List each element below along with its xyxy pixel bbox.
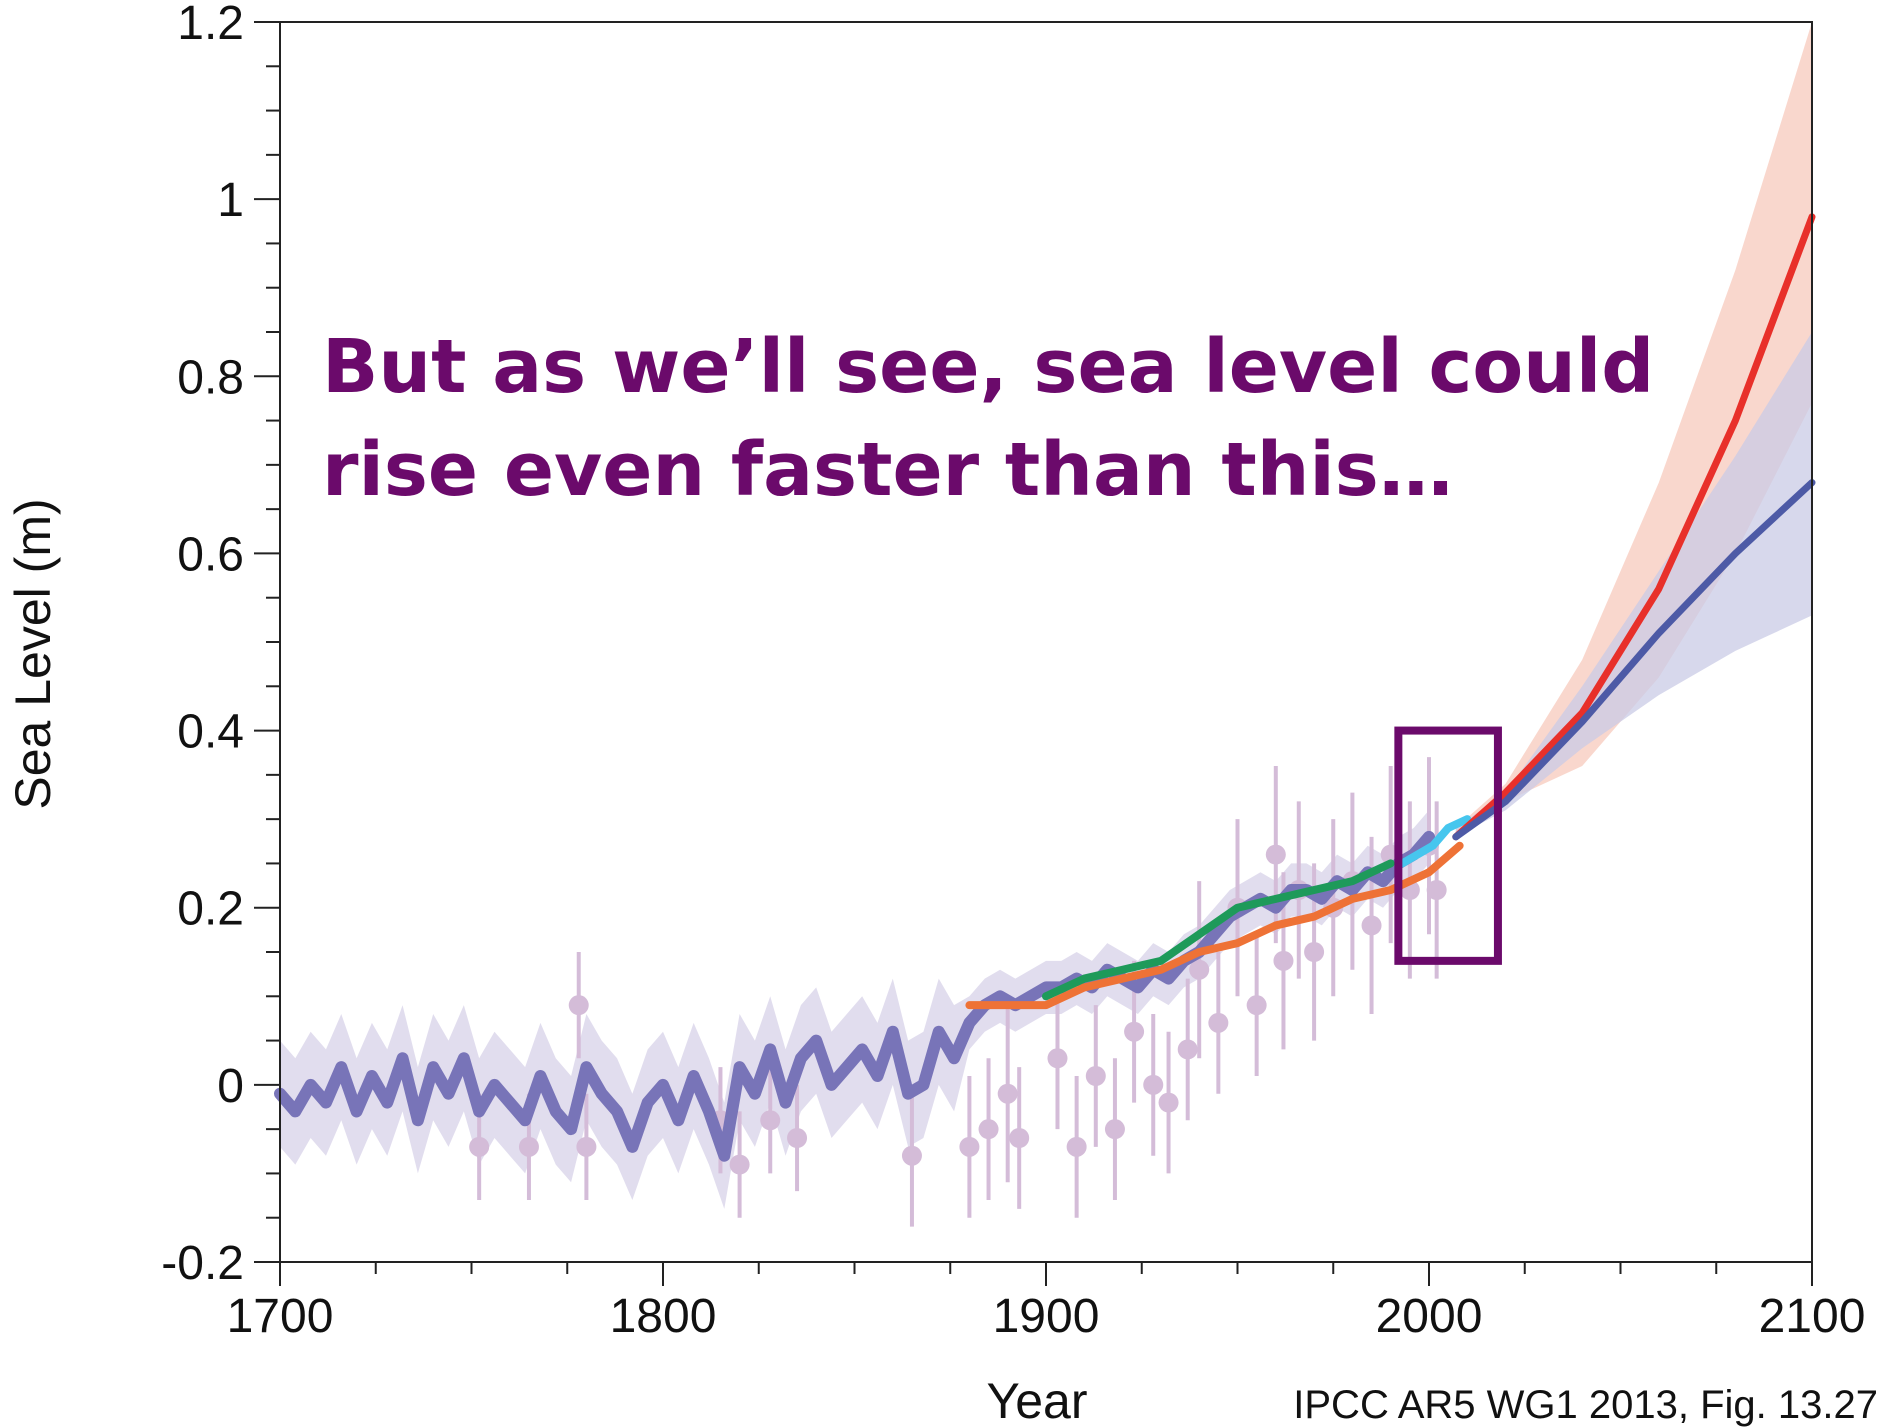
proxy-point <box>1189 959 1210 980</box>
proxy-point <box>1361 915 1382 936</box>
proxy-point <box>469 1136 490 1157</box>
y-tick-label: 1 <box>217 174 244 227</box>
proxy-point <box>1273 950 1294 971</box>
y-tick-label: 0.6 <box>177 528 244 581</box>
x-tick-label: 1900 <box>993 1290 1100 1343</box>
y-tick-label: 0.8 <box>177 351 244 404</box>
proxy-point <box>1304 942 1325 962</box>
projection-bands <box>280 22 1812 1209</box>
series-green <box>1042 859 1395 1001</box>
proxy-point <box>901 1145 922 1166</box>
y-tick-label: 0.4 <box>177 706 244 759</box>
annotation-line-1: But as we’ll see, sea level could <box>322 324 1654 410</box>
proxy-point <box>1177 1039 1198 1060</box>
proxy-point <box>1124 1021 1145 1042</box>
proxy-point <box>1265 844 1286 865</box>
blue-band-projection <box>1455 332 1812 837</box>
annotation-line-2: rise even faster than this… <box>322 427 1453 513</box>
y-tick-label: 1.2 <box>177 0 244 50</box>
y-axis-title: Sea Level (m) <box>5 498 61 809</box>
proxy-point <box>1066 1136 1087 1157</box>
proxy-point <box>1047 1048 1068 1069</box>
x-tick-label: 1800 <box>610 1290 717 1343</box>
proxy-point <box>959 1136 980 1157</box>
proxy-point <box>729 1154 750 1175</box>
proxy-point <box>787 1128 808 1148</box>
proxy-point <box>760 1110 781 1131</box>
reconstruction-uncertainty-band <box>280 810 1429 1209</box>
y-tick-label: -0.2 <box>161 1237 244 1290</box>
proxy-point <box>1426 880 1447 900</box>
proxy-point <box>1143 1074 1164 1095</box>
y-tick-label: 0 <box>217 1060 244 1113</box>
axes <box>254 21 1813 1286</box>
x-tick-label: 2000 <box>1376 1290 1483 1343</box>
tick-labels: 1700 1800 1900 2000 2100 -0.2 0 0.2 0.4 0.6 0.8 1 1.… <box>161 0 1865 1343</box>
highlight-box <box>1394 726 1502 965</box>
proxy-point <box>997 1083 1018 1104</box>
x-tick-label: 2100 <box>1759 1290 1866 1343</box>
proxy-point <box>518 1136 539 1157</box>
proxy-point <box>1104 1119 1125 1140</box>
series-cyan <box>1398 815 1472 868</box>
citation: IPCC AR5 WG1 2013, Fig. 13.27 <box>1293 1383 1878 1427</box>
proxy-point <box>1208 1012 1229 1033</box>
proxy-point <box>576 1136 597 1157</box>
proxy-point <box>1085 1066 1106 1086</box>
proxy-point <box>1246 995 1267 1016</box>
y-tick-label: 0.2 <box>177 883 244 936</box>
x-axis-title: Year <box>986 1373 1087 1428</box>
proxy-point <box>978 1119 999 1140</box>
x-tick-label: 1700 <box>227 1290 334 1343</box>
proxy-point <box>568 995 589 1016</box>
series-orange <box>965 841 1464 1010</box>
proxy-point <box>1009 1128 1030 1148</box>
proxy-point <box>1158 1092 1179 1113</box>
